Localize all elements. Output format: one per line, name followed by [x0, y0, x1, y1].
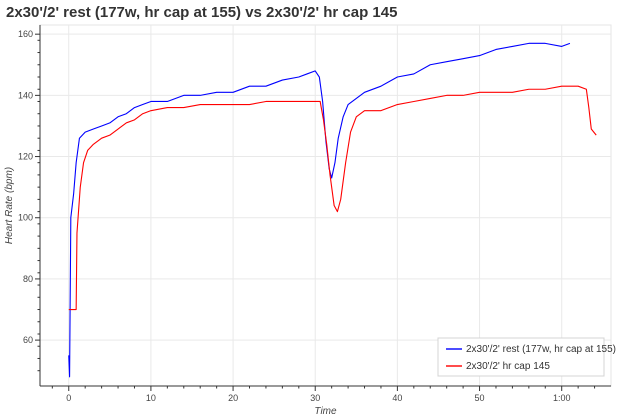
legend-box — [437, 337, 605, 377]
y-gridlines — [40, 33, 611, 341]
y-axis-label: Heart Rate (bpm) — [4, 167, 15, 244]
chart-title: 2x30'/2' rest (177w, hr cap at 155) vs 2… — [6, 4, 398, 21]
y-tick-label: 140 — [18, 90, 33, 100]
x-tick-label: 30 — [310, 393, 320, 403]
x-axis-label: Time — [314, 406, 337, 417]
series-line-0 — [68, 42, 571, 378]
x-tick-label: 50 — [475, 393, 485, 403]
y-tick-label: 160 — [18, 29, 33, 39]
series-line-1 — [68, 85, 597, 311]
y-tick-label: 80 — [23, 274, 33, 284]
x-tick-label: 40 — [392, 393, 402, 403]
x-gridlines — [68, 25, 563, 386]
y-tick-label: 100 — [18, 213, 33, 223]
y-axis-ticks: 60 80 100 120 140 160 — [18, 29, 40, 372]
x-tick-label: 10 — [146, 393, 156, 403]
y-tick-label: 60 — [23, 335, 33, 345]
series-layer — [68, 42, 597, 378]
x-tick-label: 1:00 — [553, 393, 571, 403]
legend-label-rest-series: 2x30'/2' rest (177w, hr cap at 155) — [466, 344, 616, 355]
legend: 2x30'/2' rest (177w, hr cap at 155) 2x30… — [437, 337, 616, 377]
legend-label-cap-series: 2x30'/2' hr cap 145 — [466, 361, 550, 372]
plot-frame — [39, 24, 612, 387]
x-tick-label: 20 — [228, 393, 238, 403]
x-axis-ticks: 0 10 20 30 40 50 1:00 — [51, 386, 596, 403]
x-tick-label: 0 — [66, 393, 71, 403]
y-tick-label: 120 — [18, 152, 33, 162]
